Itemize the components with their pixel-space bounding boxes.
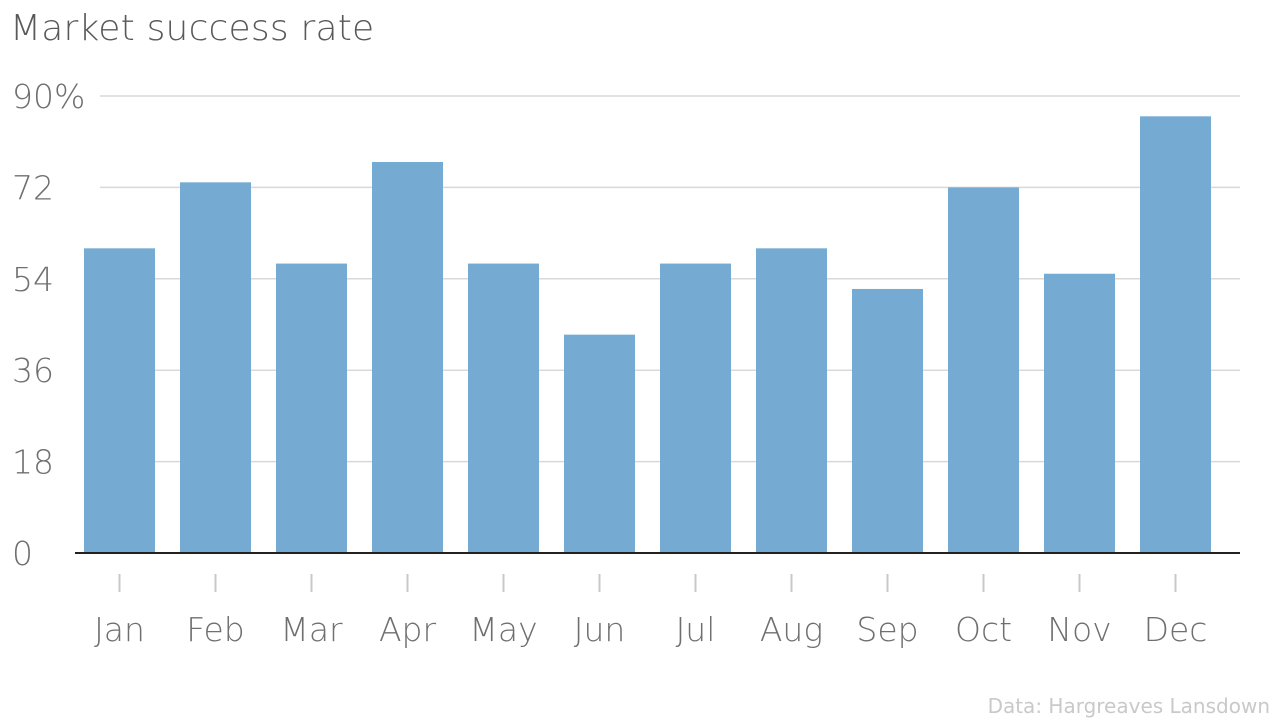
y-tick-label: 36 (12, 351, 54, 390)
y-tick-label: 18 (12, 443, 54, 482)
y-tick-label: 0 (12, 534, 33, 573)
x-tick-label: Jan (94, 610, 145, 649)
source-note: Data: Hargreaves Lansdown (987, 694, 1270, 718)
chart-title: Market success rate (10, 8, 375, 49)
x-tick-label: Sep (856, 610, 918, 649)
x-tick-label: Mar (280, 610, 343, 649)
bar-apr (372, 162, 443, 553)
bar-dec (1140, 116, 1211, 554)
bar-jan (84, 248, 155, 554)
bar-aug (756, 248, 827, 554)
bar-sep (852, 288, 923, 553)
y-tick-label: 54 (12, 260, 54, 299)
x-axis (75, 552, 1240, 592)
x-axis-labels: Jan Feb Mar Apr May Jun Jul Aug Sep Oct Nov Dec (94, 610, 1207, 649)
bar-jun (564, 334, 635, 553)
bar-feb (180, 182, 251, 554)
bar-nov (1044, 273, 1115, 553)
y-axis-labels: 0 18 36 54 72 90% (12, 77, 85, 573)
bar-may (468, 263, 539, 553)
bar-mar (276, 263, 347, 553)
bar-oct (948, 187, 1019, 553)
bar-jul (660, 263, 731, 553)
x-tick-label: Jun (574, 610, 626, 649)
y-tick-label: 72 (12, 168, 54, 207)
y-tick-label: 90% (12, 77, 85, 116)
x-tick-label: Oct (955, 610, 1012, 649)
x-tick-label: Nov (1047, 610, 1111, 649)
x-tick-label: Apr (379, 610, 437, 649)
x-tick-label: Feb (186, 610, 244, 649)
x-tick-label: Jul (676, 610, 716, 649)
x-tick-label: May (469, 610, 537, 649)
x-tick-label: Dec (1144, 610, 1208, 649)
x-tick-label: Aug (760, 610, 823, 649)
bars (84, 116, 1211, 554)
